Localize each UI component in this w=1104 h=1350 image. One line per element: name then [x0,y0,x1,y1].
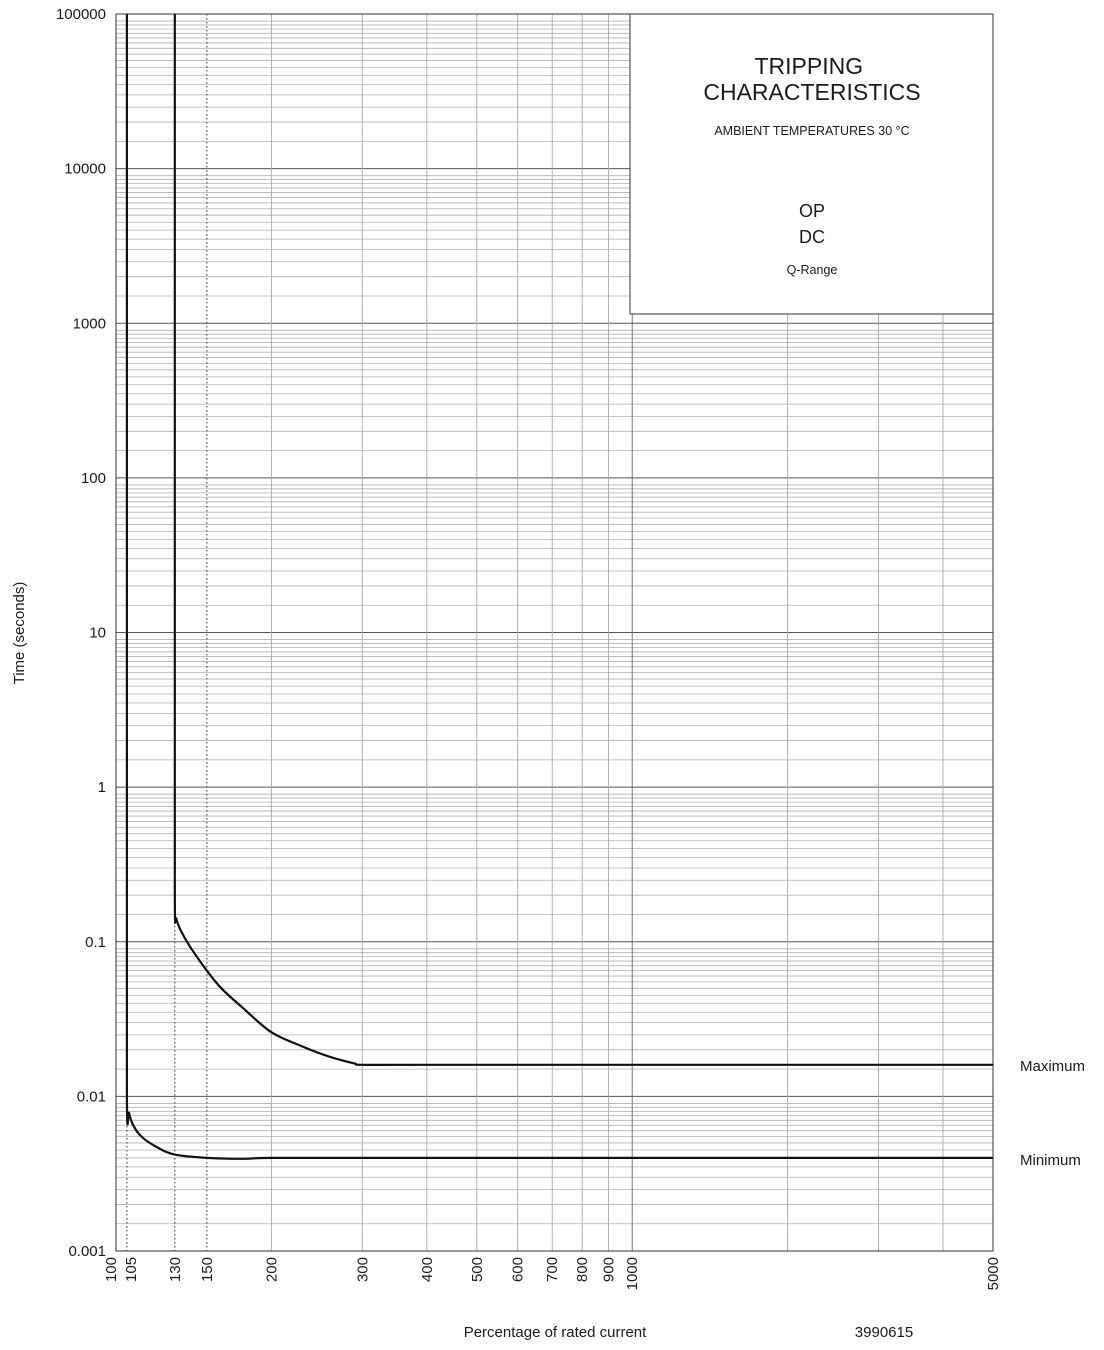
figure-code: 3990615 [855,1324,913,1341]
series-label-minimum: Minimum [1020,1152,1081,1169]
x-tick-label: 700 [544,1257,561,1282]
y-tick-label: 10 [89,625,106,642]
legend-title: TRIPPING CHARACTERISTICS [703,53,920,105]
series-label-maximum: Maximum [1020,1058,1085,1075]
series-layer [125,13,993,1160]
x-tick-label: 600 [510,1257,527,1282]
y-tick-label: 0.001 [68,1243,106,1260]
y-tick-label: 100000 [56,6,106,23]
reference-lines [126,14,208,1253]
legend-line-range: Q-Range [787,263,838,277]
legend-title-line-1: TRIPPING [754,53,863,79]
x-tick-labels: 100 105 130 150 200 300 400 500 600 700 800 900 1000… [103,1257,1002,1290]
plot-frame [115,13,994,1252]
series-minimum-line [125,13,993,1160]
y-tick-label: 1 [98,779,106,796]
x-tick-label: 900 [601,1257,618,1282]
y-tick-label: 0.01 [77,1088,106,1105]
x-tick-label: 105 [123,1257,140,1282]
y-tick-labels: 0.001 0.01 0.1 1 10 100 1000 10000 100000 [56,6,106,1260]
x-axis-label: Percentage of rated current [464,1324,647,1341]
grid [116,14,993,1251]
legend-line-dc: DC [799,227,825,247]
x-tick-label: 500 [469,1257,486,1282]
legend-subtitle: AMBIENT TEMPERATURES 30 °C [714,124,909,138]
x-tick-label: 130 [167,1257,184,1282]
legend-frame [629,13,994,315]
x-tick-label: 100 [103,1257,120,1282]
legend-box: TRIPPING CHARACTERISTICS AMBIENT TEMPERA… [629,13,994,315]
legend-line-op: OP [799,201,825,221]
y-tick-label: 100 [81,470,106,487]
x-tick-label: 1000 [624,1257,641,1290]
x-tick-label: 300 [354,1257,371,1282]
y-axis-label: Time (seconds) [11,582,28,685]
y-tick-label: 10000 [64,161,106,178]
x-tick-label: 150 [199,1257,216,1282]
x-tick-label: 200 [263,1257,280,1282]
x-tick-label: 400 [419,1257,436,1282]
y-tick-label: 0.1 [85,934,106,951]
x-tick-label: 800 [574,1257,591,1282]
y-tick-label: 1000 [73,315,106,332]
legend-title-line-2: CHARACTERISTICS [703,79,920,105]
x-tick-label: 5000 [985,1257,1002,1290]
series-maximum-line [173,14,993,1066]
